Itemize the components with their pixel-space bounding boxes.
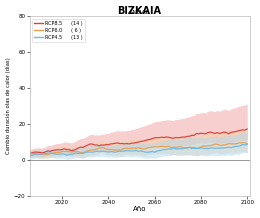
Legend: RCP8.5      (14 ), RCP6.0      ( 6 ), RCP4.5      (13 ): RCP8.5 (14 ), RCP6.0 ( 6 ), RCP4.5 (13 ) [32,19,85,42]
Title: BIZKAIA: BIZKAIA [118,5,162,15]
X-axis label: Año: Año [133,206,146,213]
Text: ANUAL: ANUAL [129,10,150,15]
Y-axis label: Cambio duración olas de calor (días): Cambio duración olas de calor (días) [5,58,11,155]
